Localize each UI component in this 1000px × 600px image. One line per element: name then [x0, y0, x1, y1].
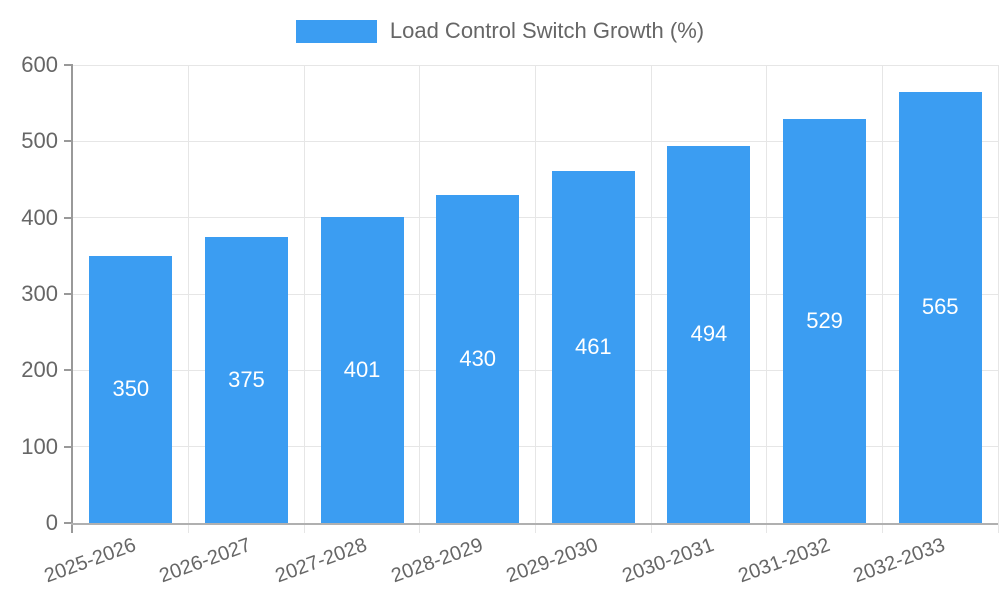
bar-value-label: 375	[228, 366, 265, 392]
bar-value-label: 401	[343, 356, 381, 382]
x-tick-mark	[303, 523, 305, 533]
gridline-vertical	[535, 65, 536, 523]
y-tick-mark	[64, 369, 73, 372]
bar-value-label: 350	[112, 376, 150, 402]
y-tick-label: 600	[21, 52, 58, 77]
bar-value-label: 461	[574, 334, 612, 360]
gridline-vertical	[650, 65, 652, 523]
x-tick-mark	[997, 523, 999, 533]
bar[interactable]	[898, 91, 982, 523]
x-tick-mark	[535, 523, 536, 533]
bar[interactable]	[89, 255, 173, 523]
bar[interactable]	[551, 171, 635, 523]
bar-value-label: 430	[459, 345, 497, 371]
gridline-vertical	[766, 65, 768, 523]
gridline-vertical	[997, 65, 999, 523]
legend-item[interactable]: Load Control Switch Growth (%)	[0, 18, 1000, 44]
y-tick-mark	[64, 216, 73, 219]
y-tick-label: 300	[21, 281, 58, 306]
x-tick-mark	[766, 523, 768, 533]
y-tick-label: 400	[21, 204, 58, 230]
x-tick-mark	[188, 523, 190, 533]
gridline-vertical	[881, 65, 883, 523]
y-tick-mark	[64, 140, 73, 143]
bar[interactable]	[204, 236, 288, 523]
gridline-vertical	[303, 65, 305, 523]
bar[interactable]	[783, 119, 867, 523]
legend-swatch	[295, 19, 377, 43]
y-tick-label: 500	[21, 128, 58, 154]
x-tick-mark	[650, 523, 652, 533]
x-tick-mark	[419, 523, 421, 533]
y-tick-mark	[64, 522, 73, 524]
bar-value-label: 529	[806, 308, 843, 334]
legend-label: Load Control Switch Growth (%)	[389, 18, 705, 43]
x-tick-mark	[881, 523, 883, 533]
x-axis-line	[71, 523, 998, 525]
y-tick-label: 200	[21, 357, 58, 383]
bar-value-label: 494	[690, 321, 728, 347]
bar[interactable]	[320, 216, 404, 523]
bar[interactable]	[436, 194, 520, 523]
y-axis-line	[71, 65, 73, 533]
y-tick-mark	[64, 445, 73, 448]
y-tick-label: 0	[45, 510, 58, 535]
bar-value-label: 565	[921, 294, 959, 320]
gridline-vertical	[419, 65, 421, 523]
y-tick-mark	[64, 293, 73, 295]
gridline-vertical	[188, 65, 190, 523]
y-tick-mark	[64, 64, 73, 66]
y-tick-label: 100	[21, 433, 58, 459]
bar[interactable]	[667, 145, 751, 523]
